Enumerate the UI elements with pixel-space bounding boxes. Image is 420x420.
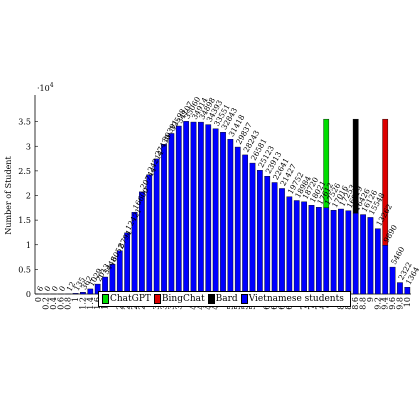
bar: [374, 228, 381, 295]
legend-item-chatgpt: ChatGPT: [102, 294, 151, 304]
bar: [80, 292, 86, 295]
bar: [161, 144, 167, 295]
bar: [389, 266, 396, 295]
bar: [330, 209, 337, 295]
x-tick-label: 0.2: [42, 297, 51, 310]
bar: [175, 125, 182, 295]
highlight-bar-bingchat: [382, 118, 389, 246]
x-tick-label: 8.8: [359, 297, 368, 310]
legend-label-chatgpt: ChatGPT: [110, 294, 151, 304]
bar: [286, 196, 293, 295]
bar: [257, 170, 263, 295]
x-tick-label: 9: [366, 297, 375, 302]
bar: [397, 282, 403, 295]
bar: [293, 200, 300, 295]
legend: ChatGPT BingChat Bard Vietnamese student…: [98, 291, 351, 307]
x-tick-label: 9.8: [395, 297, 404, 310]
data-label: 0: [50, 284, 60, 293]
data-label: 6: [35, 284, 45, 293]
y-tick-label: 1: [26, 241, 31, 250]
bar: [242, 154, 248, 295]
x-tick-label: 0.4: [49, 297, 58, 310]
bar: [94, 283, 101, 295]
x-tick-label: 0: [34, 297, 43, 302]
y-axis-multiplier: ·104: [37, 82, 54, 93]
data-label: 0: [57, 284, 67, 293]
legend-label-bard: Bard: [215, 294, 238, 304]
legend-label-bingchat: BingChat: [161, 294, 205, 304]
bar: [323, 207, 330, 295]
y-axis-label: Number of Student: [4, 156, 13, 235]
bar: [279, 188, 285, 295]
x-tick-label: 1: [71, 297, 80, 302]
bar: [234, 146, 241, 295]
legend-item-vietnamese-students: Vietnamese students: [240, 294, 344, 304]
x-tick-label: 8.6: [351, 297, 360, 310]
y-tick-label: 3.5: [18, 118, 31, 127]
bar: [183, 121, 189, 295]
bar: [227, 139, 234, 295]
legend-swatch-bingchat: [153, 294, 161, 304]
bar: [168, 133, 175, 295]
bar: [72, 293, 79, 295]
bar: [220, 132, 226, 295]
bar: [249, 162, 256, 295]
bar: [212, 128, 219, 295]
bar: [345, 210, 352, 295]
x-tick-label: 10: [403, 297, 412, 307]
bar: [301, 201, 307, 295]
bar: [382, 245, 389, 295]
x-tick-label: 0.8: [64, 297, 73, 310]
legend-swatch-chatgpt: [102, 294, 109, 304]
y-tick-label: 2: [26, 192, 31, 201]
x-tick-label: 1.2: [78, 297, 87, 310]
x-tick-label: 1.4: [86, 297, 95, 310]
data-label: 12: [65, 280, 78, 293]
bar: [264, 176, 271, 295]
bar: [198, 121, 204, 295]
legend-swatch-bard: [207, 294, 215, 304]
bar: [315, 207, 322, 295]
bar: [190, 121, 197, 295]
x-tick-label: 0.6: [56, 297, 65, 310]
bar: [271, 182, 278, 295]
legend-swatch-vietnamese-students: [240, 294, 248, 304]
highlight-bar-bard: [352, 118, 359, 214]
bar: [360, 214, 366, 295]
y-tick-label: 3: [26, 142, 31, 151]
x-tick-label: 1.6: [93, 297, 102, 310]
legend-label-vietnamese-students: Vietnamese students: [248, 294, 344, 304]
y-tick-label: 0.5: [18, 265, 31, 274]
x-tick-label: 9.4: [381, 297, 390, 310]
bar: [352, 212, 359, 295]
legend-item-bingchat: BingChat: [153, 294, 205, 304]
bar: [205, 124, 212, 295]
bar: [338, 208, 344, 295]
data-label: 0: [42, 284, 52, 293]
bar: [153, 158, 160, 295]
x-tick-label: 9.2: [373, 297, 382, 310]
highlight-bar-chatgpt: [323, 118, 330, 208]
x-tick-label: 9.6: [388, 297, 397, 310]
y-tick-label: 2.5: [18, 167, 31, 176]
bar: [367, 217, 374, 295]
bar: [308, 205, 315, 295]
bar: [87, 288, 94, 295]
legend-item-bard: Bard: [207, 294, 238, 304]
y-tick-label: 1.5: [18, 216, 31, 225]
y-tick-label: 0: [26, 290, 31, 299]
bar: [404, 287, 411, 295]
